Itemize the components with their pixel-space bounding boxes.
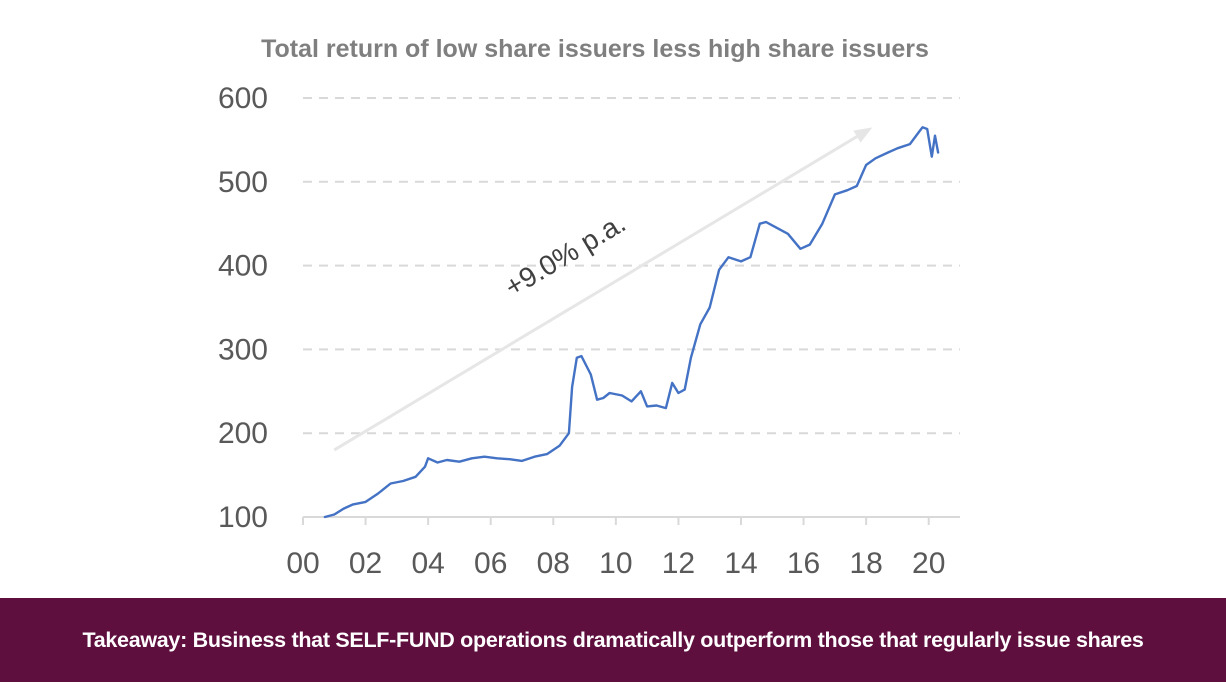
chart-title: Total return of low share issuers less h…: [261, 35, 929, 63]
x-tick-label-16: 16: [787, 547, 820, 580]
y-tick-label-500: 500: [218, 166, 268, 199]
trend-arrow-head: [853, 127, 873, 143]
series-layer: [323, 126, 940, 519]
x-tick-label-00: 00: [286, 547, 319, 580]
trend-annotation-label: +9.0% p.a.: [499, 207, 630, 303]
takeaway-text: Takeaway: Business that SELF-FUND operat…: [82, 627, 1144, 652]
y-tick-label-200: 200: [218, 417, 268, 450]
x-tick-label-18: 18: [849, 547, 882, 580]
x-tick-label-20: 20: [912, 547, 945, 580]
y-tick-label-400: 400: [218, 250, 268, 283]
takeaway-banner: Takeaway: Business that SELF-FUND operat…: [0, 598, 1226, 682]
trend-arrow: +9.0% p.a.: [333, 127, 873, 452]
x-tick-label-06: 06: [474, 547, 507, 580]
trend-arrow-line: [333, 135, 858, 452]
y-tick-label-600: 600: [218, 82, 268, 115]
x-tick-label-10: 10: [599, 547, 632, 580]
axes: [302, 516, 960, 525]
tick-labels: 100 200 300 400 500 600 00 02 04 06 08 10 12 14 16 18 20: [218, 82, 945, 580]
y-tick-label-100: 100: [218, 501, 268, 534]
line-chart: Total return of low share issuers less h…: [218, 35, 960, 580]
x-tick-label-12: 12: [662, 547, 695, 580]
gridlines: [303, 97, 960, 435]
x-tick-label-08: 08: [537, 547, 570, 580]
y-tick-label-300: 300: [218, 333, 268, 366]
x-tick-label-14: 14: [724, 547, 757, 580]
series-line-0: [323, 126, 940, 519]
x-tick-label-02: 02: [349, 547, 382, 580]
x-tick-label-04: 04: [411, 547, 444, 580]
